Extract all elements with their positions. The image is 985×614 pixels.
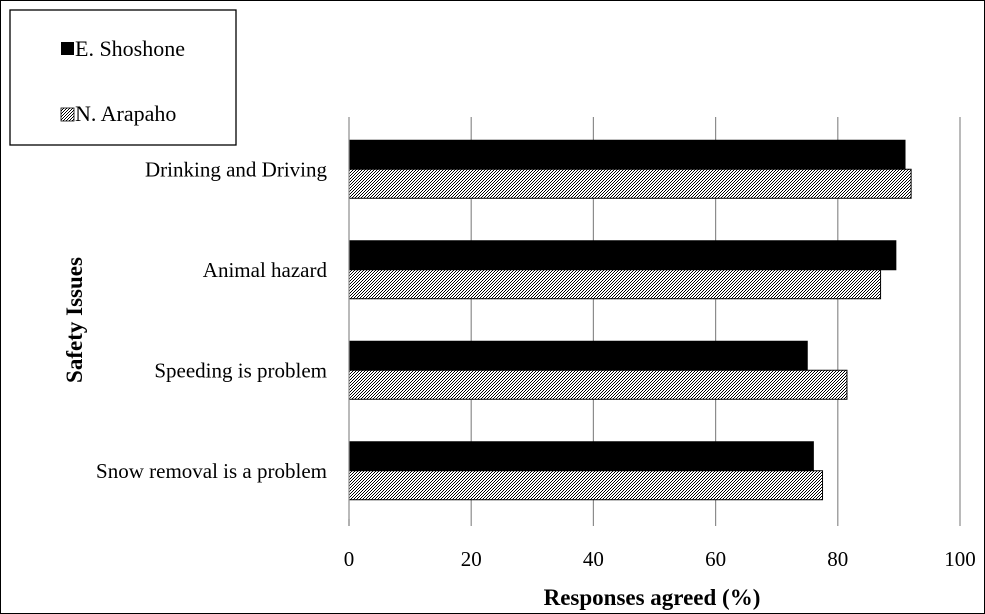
legend-box	[9, 9, 237, 146]
y-axis-title: Safety Issues	[62, 257, 87, 383]
x-tick-label-80: 80	[827, 547, 848, 571]
bar-speeding-is-problem-e-shoshone	[348, 340, 808, 371]
bar-animal-hazard-e-shoshone	[348, 240, 897, 271]
bar-drinking-and-driving-e-shoshone	[348, 139, 906, 170]
x-axis	[348, 117, 961, 526]
category-label-drinking-and-driving: Drinking and Driving	[145, 157, 327, 181]
category-label-animal-hazard: Animal hazard	[203, 258, 328, 282]
x-tick-labels: 0 20 40 60 80 100	[344, 547, 976, 571]
x-tick-label-100: 100	[944, 547, 976, 571]
legend: E. Shoshone N. Arapaho	[9, 9, 237, 146]
bars	[348, 139, 912, 501]
x-tick-label-40: 40	[583, 547, 604, 571]
bar-animal-hazard-n-arapaho	[348, 269, 882, 300]
category-labels: Drinking and Driving Animal hazard Speedin…	[96, 157, 327, 483]
legend-swatch-n-arapaho	[60, 107, 75, 122]
legend-label-n-arapaho: N. Arapaho	[75, 101, 176, 126]
bar-snow-removal-is-a-problem-e-shoshone	[348, 441, 814, 472]
bar-snow-removal-is-a-problem-n-arapaho	[348, 470, 824, 501]
x-axis-title: Responses agreed (%)	[544, 585, 761, 610]
x-tick-label-20: 20	[461, 547, 482, 571]
category-label-speeding-is-problem: Speeding is problem	[154, 358, 327, 382]
x-tick-label-60: 60	[705, 547, 726, 571]
legend-label-e-shoshone: E. Shoshone	[75, 36, 185, 61]
bar-speeding-is-problem-n-arapaho	[348, 369, 848, 400]
legend-swatch-e-shoshone	[61, 42, 74, 55]
bar-drinking-and-driving-n-arapaho	[348, 168, 912, 199]
x-tick-label-0: 0	[344, 547, 355, 571]
category-label-snow-removal-is-a-problem: Snow removal is a problem	[96, 459, 327, 483]
